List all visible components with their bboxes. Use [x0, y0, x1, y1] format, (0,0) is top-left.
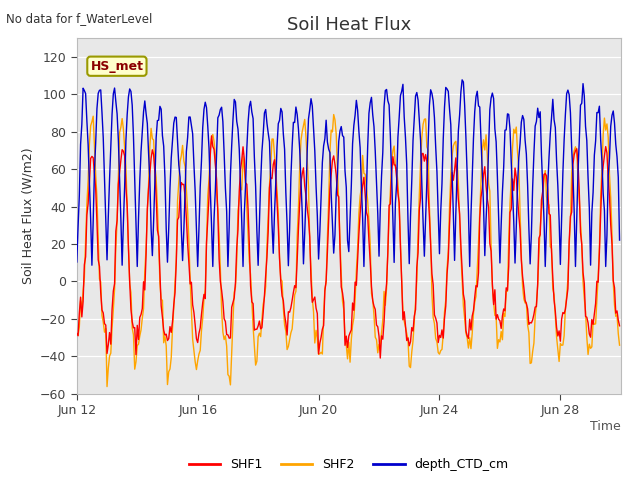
SHF1 — [390, 162, 398, 168]
depth_CTD_cm — [115, 137, 122, 143]
depth_CTD_cm — [573, 215, 580, 220]
Title: Soil Heat Flux: Soil Heat Flux — [287, 16, 411, 34]
depth_CTD_cm — [458, 77, 466, 83]
SHF2 — [452, 138, 460, 144]
Line: depth_CTD_cm: depth_CTD_cm — [77, 80, 620, 266]
Text: HS_met: HS_met — [90, 60, 143, 72]
Legend: SHF1, SHF2, depth_CTD_cm: SHF1, SHF2, depth_CTD_cm — [184, 453, 514, 476]
SHF2 — [116, 130, 124, 135]
SHF1 — [115, 181, 122, 187]
SHF1 — [376, 355, 384, 361]
SHF2 — [573, 148, 580, 154]
SHF1 — [505, 264, 513, 269]
SHF1 — [208, 133, 216, 139]
SHF2 — [390, 143, 398, 149]
depth_CTD_cm — [505, 111, 513, 117]
depth_CTD_cm — [133, 264, 141, 269]
Line: SHF2: SHF2 — [77, 115, 620, 386]
depth_CTD_cm — [73, 259, 81, 265]
SHF2 — [505, 236, 513, 242]
SHF1 — [73, 331, 81, 336]
SHF1 — [493, 312, 501, 318]
SHF1 — [616, 323, 623, 329]
SHF2 — [616, 342, 623, 348]
SHF2 — [73, 326, 81, 332]
X-axis label: Time: Time — [590, 420, 621, 433]
SHF2 — [493, 346, 501, 351]
depth_CTD_cm — [389, 216, 397, 222]
SHF1 — [452, 155, 460, 161]
SHF1 — [573, 146, 580, 152]
depth_CTD_cm — [616, 237, 623, 243]
Line: SHF1: SHF1 — [77, 136, 620, 358]
Y-axis label: Soil Heat Flux (W/m2): Soil Heat Flux (W/m2) — [22, 148, 35, 284]
SHF2 — [103, 384, 111, 389]
depth_CTD_cm — [451, 257, 458, 263]
depth_CTD_cm — [493, 174, 501, 180]
SHF2 — [330, 112, 337, 118]
Text: No data for f_WaterLevel: No data for f_WaterLevel — [6, 12, 153, 25]
